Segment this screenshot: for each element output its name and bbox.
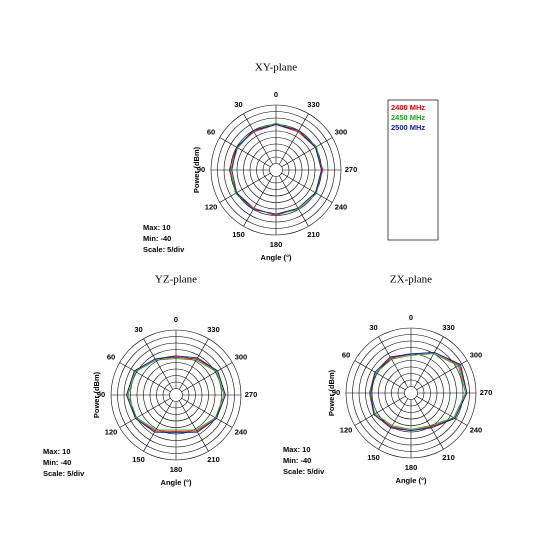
angle-tick-label: 90 [197, 165, 205, 174]
grid-spoke [354, 360, 406, 391]
theta-axis-label: Angle (°) [161, 478, 192, 487]
grid-spoke [378, 336, 409, 388]
angle-tick-label: 270 [245, 390, 258, 399]
grid-ring [169, 388, 183, 402]
grid-spoke [416, 395, 468, 426]
grid-spoke [354, 395, 406, 426]
angle-tick-label: 0 [409, 313, 413, 322]
theta-axis-label: Angle (°) [261, 253, 292, 262]
angle-tick-label: 210 [442, 453, 455, 462]
angle-tick-label: 30 [369, 323, 377, 332]
angle-tick-label: 330 [207, 325, 220, 334]
annotation: Scale: 5/div [283, 467, 325, 476]
angle-tick-label: 30 [234, 100, 242, 109]
grid-spoke [378, 398, 409, 450]
angle-tick-label: 300 [335, 127, 348, 136]
angle-tick-label: 300 [470, 350, 483, 359]
legend-entry: 2400 MHz [391, 103, 425, 112]
grid-ring [404, 386, 418, 400]
angle-tick-label: 150 [367, 453, 380, 462]
angle-tick-label: 0 [274, 90, 278, 99]
chart-title: ZX-plane [390, 274, 432, 286]
angle-tick-label: 330 [442, 323, 455, 332]
grid-spoke [143, 400, 174, 452]
legend-box [387, 99, 439, 241]
angle-tick-label: 90 [332, 388, 340, 397]
angle-tick-label: 150 [132, 455, 145, 464]
annotation: Min: -40 [143, 234, 171, 243]
angle-tick-label: 270 [480, 388, 493, 397]
series-line [127, 358, 225, 431]
grid-spoke [119, 397, 171, 428]
angle-tick-label: 120 [205, 202, 218, 211]
grid-spoke [143, 338, 174, 390]
series-line [368, 353, 467, 430]
grid-spoke [413, 398, 444, 450]
angle-tick-label: 30 [134, 325, 142, 334]
annotation: Max: 10 [43, 447, 71, 456]
annotation: Scale: 5/div [143, 245, 185, 254]
legend-entry: 2450 MHz [391, 113, 425, 122]
r-axis-label: Power (dBm) [92, 371, 101, 418]
r-axis-label: Power (dBm) [327, 369, 336, 416]
angle-tick-label: 120 [105, 427, 118, 436]
grid-spoke [178, 400, 209, 452]
grid-spoke [219, 172, 271, 203]
grid-spoke [181, 362, 233, 393]
annotation: Max: 10 [143, 223, 171, 232]
grid-spoke [181, 397, 233, 428]
angle-tick-label: 270 [345, 165, 358, 174]
angle-tick-label: 240 [470, 425, 483, 434]
annotation: Min: -40 [283, 456, 311, 465]
angle-tick-label: 90 [97, 390, 105, 399]
grid-spoke [281, 137, 333, 168]
annotation: Max: 10 [283, 445, 311, 454]
angle-tick-label: 330 [307, 100, 320, 109]
grid-spoke [243, 175, 274, 227]
chart-title: YZ-plane [155, 274, 197, 286]
grid-spoke [219, 137, 271, 168]
grid-spoke [278, 175, 309, 227]
angle-tick-label: 60 [107, 352, 115, 361]
chart-title: XY-plane [255, 62, 297, 74]
angle-tick-label: 210 [207, 455, 220, 464]
angle-tick-label: 180 [170, 465, 183, 474]
grid-spoke [178, 338, 209, 390]
angle-tick-label: 180 [270, 240, 283, 249]
annotation: Min: -40 [43, 458, 71, 467]
grid-ring [269, 163, 283, 177]
legend-entry: 2500 MHz [391, 123, 425, 132]
grid-spoke [413, 336, 444, 388]
angle-tick-label: 180 [405, 463, 418, 472]
angle-tick-label: 300 [235, 352, 248, 361]
theta-axis-label: Angle (°) [396, 476, 427, 485]
angle-tick-label: 240 [235, 427, 248, 436]
annotation: Scale: 5/div [43, 469, 85, 478]
r-axis-label: Power (dBm) [192, 146, 201, 193]
grid-spoke [281, 172, 333, 203]
angle-tick-label: 60 [207, 127, 215, 136]
series-line [231, 124, 322, 215]
angle-tick-label: 0 [174, 315, 178, 324]
grid-spoke [119, 362, 171, 393]
angle-tick-label: 150 [232, 230, 245, 239]
grid-spoke [278, 113, 309, 165]
angle-tick-label: 120 [340, 425, 353, 434]
grid-spoke [416, 360, 468, 391]
series-line [370, 352, 468, 432]
series-line [126, 355, 226, 434]
angle-tick-label: 60 [342, 350, 350, 359]
angle-tick-label: 210 [307, 230, 320, 239]
grid-spoke [243, 113, 274, 165]
angle-tick-label: 240 [335, 202, 348, 211]
